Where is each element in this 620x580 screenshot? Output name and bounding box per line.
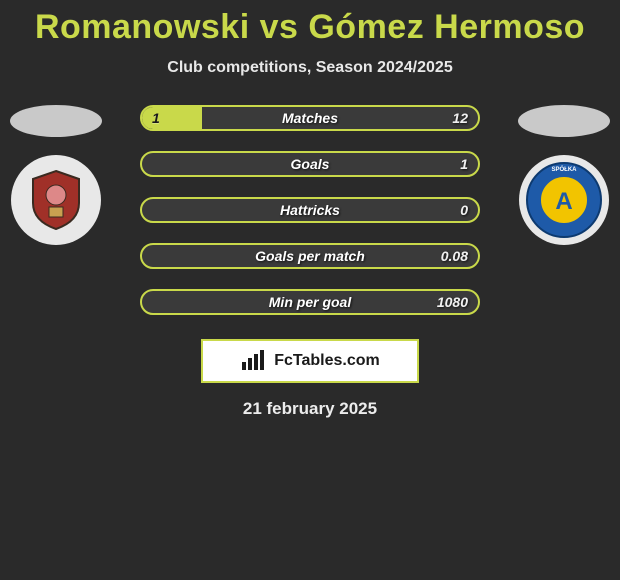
right-player-avatar xyxy=(518,105,610,137)
date-text: 21 february 2025 xyxy=(0,399,620,419)
stat-left-value: 1 xyxy=(152,110,160,126)
stat-label: Min per goal xyxy=(269,294,351,310)
stat-right-value: 0 xyxy=(460,202,468,218)
stat-bar-matches: 1 Matches 12 xyxy=(140,105,480,131)
left-club-crest-icon xyxy=(21,165,91,235)
right-player-column: A SPÓŁKA xyxy=(518,105,610,245)
subtitle: Club competitions, Season 2024/2025 xyxy=(0,59,620,77)
left-player-column xyxy=(10,105,102,245)
stat-label: Goals xyxy=(291,156,330,172)
stat-bar-goals-per-match: Goals per match 0.08 xyxy=(140,243,480,269)
stat-label: Goals per match xyxy=(255,248,365,264)
stat-right-value: 12 xyxy=(452,110,468,126)
stat-label: Hattricks xyxy=(280,202,340,218)
brand-box[interactable]: FcTables.com xyxy=(201,339,419,383)
svg-text:A: A xyxy=(555,188,572,215)
brand-bars-icon xyxy=(240,350,268,372)
stat-right-value: 1080 xyxy=(437,294,468,310)
right-club-logo: A SPÓŁKA xyxy=(519,155,609,245)
stat-bar-hattricks: Hattricks 0 xyxy=(140,197,480,223)
stat-right-value: 1 xyxy=(460,156,468,172)
stat-bar-min-per-goal: Min per goal 1080 xyxy=(140,289,480,315)
svg-text:SPÓŁKA: SPÓŁKA xyxy=(551,165,577,173)
left-player-avatar xyxy=(10,105,102,137)
comparison-content: A SPÓŁKA 1 Matches 12 Goals 1 Hattricks … xyxy=(0,105,620,419)
stat-label: Matches xyxy=(282,110,338,126)
left-club-logo xyxy=(11,155,101,245)
brand-text: FcTables.com xyxy=(274,352,380,370)
stat-right-value: 0.08 xyxy=(441,248,468,264)
stat-bars: 1 Matches 12 Goals 1 Hattricks 0 Goals p… xyxy=(140,105,480,315)
page-title: Romanowski vs Gómez Hermoso xyxy=(0,0,620,47)
right-club-crest-icon: A SPÓŁKA xyxy=(525,161,603,239)
stat-bar-goals: Goals 1 xyxy=(140,151,480,177)
